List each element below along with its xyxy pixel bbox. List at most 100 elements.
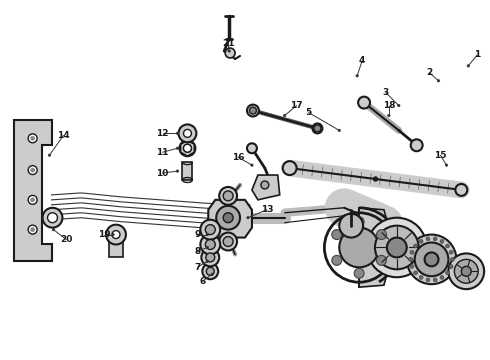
Circle shape: [202, 264, 218, 279]
Circle shape: [354, 268, 364, 278]
Circle shape: [358, 96, 370, 109]
Circle shape: [376, 255, 387, 265]
Circle shape: [375, 226, 418, 269]
Circle shape: [376, 230, 387, 239]
Text: 2: 2: [426, 68, 433, 77]
Circle shape: [28, 166, 37, 175]
Circle shape: [206, 233, 208, 236]
Text: 3: 3: [383, 88, 389, 97]
Circle shape: [223, 213, 233, 223]
Circle shape: [49, 154, 50, 156]
Circle shape: [339, 214, 363, 238]
Circle shape: [219, 233, 237, 251]
Circle shape: [433, 278, 437, 282]
Circle shape: [176, 132, 179, 135]
Circle shape: [183, 144, 192, 152]
Circle shape: [249, 107, 256, 114]
Circle shape: [283, 161, 296, 175]
Text: 18: 18: [383, 101, 395, 110]
Circle shape: [206, 260, 208, 262]
Circle shape: [178, 125, 196, 142]
Circle shape: [206, 246, 208, 249]
Polygon shape: [181, 140, 195, 156]
Circle shape: [247, 216, 249, 219]
Circle shape: [200, 235, 220, 255]
Circle shape: [461, 266, 471, 276]
Circle shape: [200, 220, 220, 239]
Circle shape: [433, 237, 437, 241]
Circle shape: [409, 257, 413, 261]
Circle shape: [176, 170, 179, 172]
Text: 19: 19: [98, 230, 110, 239]
Circle shape: [106, 225, 126, 244]
Circle shape: [356, 75, 358, 77]
Circle shape: [205, 239, 215, 249]
Circle shape: [201, 248, 219, 266]
Circle shape: [332, 255, 342, 265]
Text: 10: 10: [156, 168, 169, 177]
Circle shape: [205, 225, 215, 235]
Circle shape: [454, 260, 478, 283]
Circle shape: [48, 213, 57, 223]
Circle shape: [338, 129, 341, 131]
Text: 8: 8: [194, 247, 200, 256]
Text: 13: 13: [261, 205, 273, 214]
Polygon shape: [252, 175, 280, 200]
Text: 6: 6: [199, 277, 205, 286]
Circle shape: [467, 65, 469, 67]
Circle shape: [31, 228, 35, 231]
Circle shape: [225, 48, 235, 58]
Circle shape: [437, 80, 440, 82]
Polygon shape: [359, 208, 389, 287]
Circle shape: [449, 265, 453, 269]
Circle shape: [112, 231, 120, 239]
Circle shape: [223, 237, 233, 247]
Text: 4: 4: [359, 57, 365, 66]
Circle shape: [415, 243, 448, 276]
Circle shape: [28, 195, 37, 204]
Circle shape: [211, 273, 214, 275]
Text: 11: 11: [156, 148, 169, 157]
Circle shape: [419, 239, 423, 243]
Circle shape: [31, 168, 35, 172]
Circle shape: [261, 181, 269, 189]
Circle shape: [206, 253, 215, 262]
Circle shape: [176, 147, 179, 149]
Circle shape: [414, 271, 417, 275]
Circle shape: [440, 239, 444, 243]
Circle shape: [52, 229, 55, 231]
Circle shape: [43, 208, 62, 228]
Text: 7: 7: [194, 263, 200, 272]
Circle shape: [419, 275, 423, 279]
Circle shape: [414, 244, 417, 248]
Circle shape: [445, 244, 449, 248]
Circle shape: [367, 218, 427, 277]
Circle shape: [397, 104, 400, 107]
Circle shape: [31, 198, 35, 202]
Circle shape: [448, 253, 484, 289]
Circle shape: [216, 206, 240, 230]
Polygon shape: [14, 121, 51, 261]
Text: 15: 15: [434, 151, 447, 160]
Circle shape: [284, 114, 286, 117]
Circle shape: [28, 225, 37, 234]
Circle shape: [449, 250, 453, 254]
Circle shape: [31, 136, 35, 140]
Circle shape: [388, 114, 390, 117]
Circle shape: [455, 184, 467, 196]
Circle shape: [28, 134, 37, 143]
Circle shape: [440, 275, 444, 279]
Circle shape: [373, 177, 377, 181]
Circle shape: [219, 187, 237, 205]
Circle shape: [247, 105, 259, 117]
Circle shape: [112, 233, 114, 236]
Circle shape: [206, 267, 214, 275]
Circle shape: [445, 164, 448, 166]
Circle shape: [179, 140, 196, 156]
Circle shape: [247, 143, 257, 153]
Text: 5: 5: [305, 108, 312, 117]
Circle shape: [410, 250, 414, 254]
Polygon shape: [208, 200, 252, 238]
Circle shape: [251, 164, 253, 166]
Text: 16: 16: [232, 153, 245, 162]
